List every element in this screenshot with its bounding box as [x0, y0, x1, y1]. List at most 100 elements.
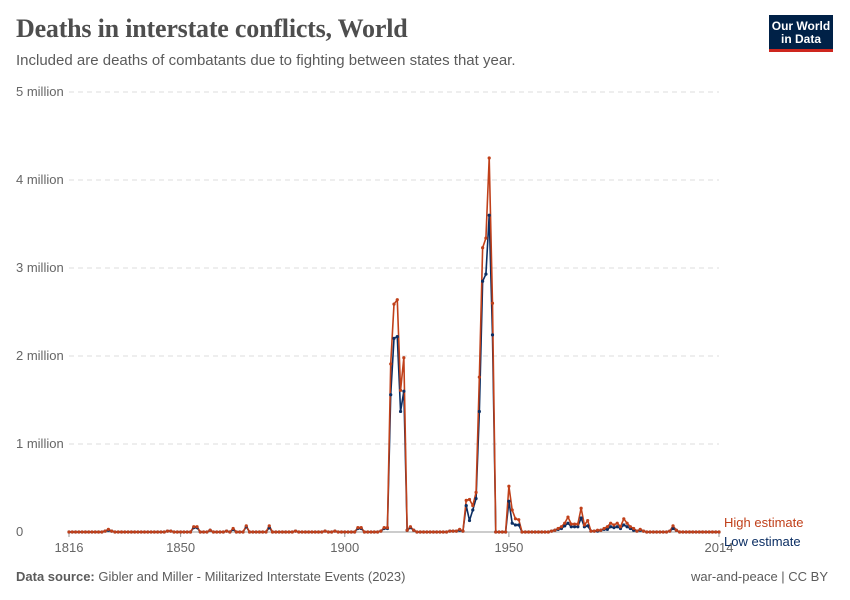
data-point: [697, 530, 701, 534]
data-point: [395, 335, 399, 339]
data-point: [474, 490, 478, 494]
data-point: [651, 530, 655, 534]
data-point: [80, 530, 84, 534]
data-point: [192, 525, 196, 529]
data-point: [641, 529, 646, 533]
data-point: [274, 530, 278, 534]
data-point: [700, 530, 705, 534]
data-point: [622, 517, 626, 521]
data-point: [385, 526, 390, 530]
data-point: [336, 530, 340, 534]
data-point: [195, 525, 199, 529]
data-point: [159, 530, 163, 534]
data-point: [622, 523, 626, 527]
data-point: [73, 530, 78, 534]
data-point: [211, 530, 216, 534]
data-point: [389, 393, 393, 397]
owid-logo[interactable]: Our World in Data: [769, 15, 833, 52]
data-point: [366, 530, 370, 534]
data-point: [576, 525, 580, 529]
data-point: [464, 498, 468, 502]
data-point: [156, 530, 160, 534]
data-point: [543, 530, 547, 534]
data-point: [369, 530, 373, 534]
data-point: [576, 522, 580, 526]
data-point: [405, 528, 409, 532]
data-point: [284, 530, 288, 534]
data-point: [201, 530, 206, 534]
source-text[interactable]: Gibler and Miller - Militarized Intersta…: [98, 569, 406, 584]
data-point: [303, 530, 307, 534]
data-point: [320, 530, 324, 534]
data-point: [694, 530, 698, 534]
data-point: [612, 526, 616, 530]
data-point: [458, 527, 462, 531]
data-point: [510, 521, 514, 525]
data-point: [67, 530, 71, 534]
data-point: [599, 528, 603, 532]
data-point: [582, 523, 587, 527]
data-point: [238, 530, 242, 534]
data-point: [375, 530, 380, 534]
data-point: [494, 530, 498, 534]
data-point: [113, 530, 117, 534]
data-point: [241, 530, 245, 534]
data-point: [425, 530, 429, 534]
data-point: [139, 530, 143, 534]
data-point: [484, 236, 488, 240]
data-point: [307, 530, 311, 534]
legend-label: High estimate: [724, 515, 803, 530]
data-point: [441, 530, 445, 534]
data-point: [563, 521, 567, 525]
data-point: [556, 526, 560, 531]
data-point: [477, 409, 481, 414]
data-point: [687, 530, 692, 534]
data-point: [389, 362, 393, 366]
data-point: [671, 524, 675, 528]
data-point: [454, 529, 458, 533]
data-point: [618, 525, 623, 529]
data-point: [228, 530, 232, 534]
data-point: [674, 528, 678, 532]
data-point: [507, 499, 511, 503]
data-point: [497, 530, 501, 534]
data-point: [372, 530, 376, 534]
data-point: [343, 530, 347, 534]
data-point: [398, 388, 403, 392]
data-point: [717, 530, 721, 534]
data-point: [379, 529, 383, 533]
data-point: [93, 530, 97, 534]
data-point: [484, 272, 488, 276]
data-point: [467, 497, 472, 502]
data-point: [218, 530, 222, 534]
x-tick-label: 1850: [166, 540, 195, 555]
data-point: [356, 526, 360, 530]
data-point: [632, 526, 636, 531]
data-point: [198, 530, 202, 534]
y-tick-label: 5 million: [16, 84, 64, 99]
license-text: war-and-peace | CC BY: [690, 569, 828, 584]
data-point: [481, 246, 485, 250]
data-point: [513, 517, 518, 521]
data-point: [517, 518, 521, 522]
x-tick-label: 1950: [494, 540, 523, 555]
data-point: [90, 530, 94, 534]
data-point: [664, 530, 669, 534]
data-point: [264, 530, 268, 534]
data-point: [310, 530, 314, 534]
data-point: [326, 530, 330, 534]
data-point: [152, 530, 156, 534]
data-point: [215, 530, 219, 534]
data-point: [418, 530, 422, 534]
data-point: [714, 530, 718, 534]
data-point: [586, 518, 590, 523]
data-point: [609, 525, 613, 529]
data-point: [234, 530, 239, 534]
data-point: [563, 524, 567, 528]
data-point: [87, 530, 91, 534]
data-point: [444, 530, 449, 534]
data-point: [579, 516, 583, 520]
data-point: [402, 356, 406, 360]
data-point: [628, 525, 632, 529]
data-point: [517, 523, 521, 527]
